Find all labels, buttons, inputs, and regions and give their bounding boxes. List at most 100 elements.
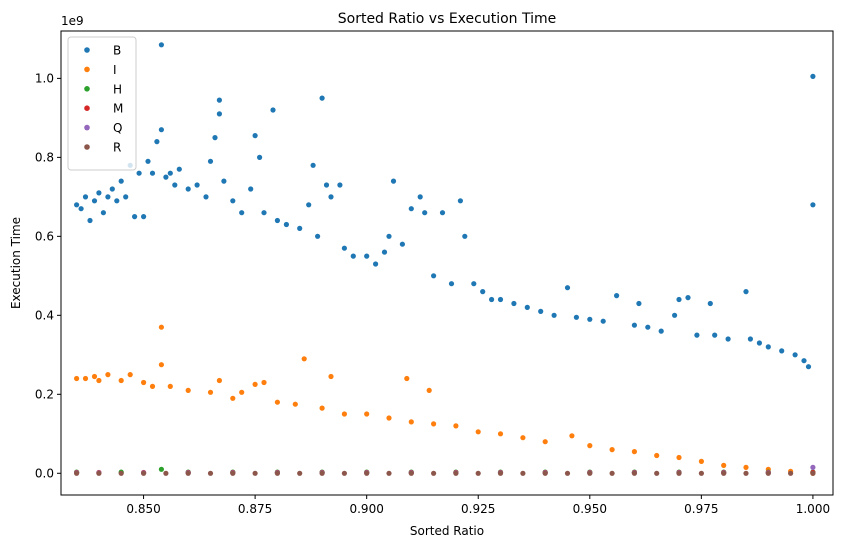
y-tick-label: 0.6 (35, 229, 54, 243)
data-point (524, 304, 530, 310)
data-point (520, 470, 526, 476)
data-point (328, 194, 334, 200)
legend-marker (84, 144, 90, 150)
data-point (118, 178, 124, 184)
data-point (694, 332, 700, 338)
data-point (801, 358, 807, 364)
data-point (564, 470, 571, 476)
data-point (489, 296, 495, 303)
series-B (74, 42, 816, 370)
data-point (792, 352, 798, 358)
data-point (698, 458, 705, 464)
data-point (100, 210, 106, 216)
points-layer (74, 42, 816, 476)
data-point (203, 194, 209, 200)
data-point (645, 324, 651, 330)
data-point (672, 312, 678, 318)
data-point (685, 295, 691, 301)
y-tick-label: 0.0 (35, 466, 54, 480)
data-point (136, 170, 142, 176)
data-point (810, 464, 816, 470)
data-point (609, 470, 615, 476)
series-R (74, 470, 816, 476)
data-point (475, 470, 481, 476)
data-point (185, 186, 191, 192)
data-point (600, 318, 606, 324)
data-point (462, 233, 468, 239)
data-point (167, 170, 173, 176)
legend-label: H (113, 82, 122, 96)
data-point (91, 373, 98, 380)
data-point (721, 462, 727, 468)
data-point (216, 111, 222, 117)
data-point (96, 190, 102, 196)
data-point (158, 127, 164, 133)
y-tick-label: 1.0 (35, 71, 54, 85)
legend-marker (84, 124, 90, 131)
data-point (765, 470, 771, 476)
data-point (154, 139, 160, 145)
data-point (207, 158, 214, 164)
x-tick-label: 0.925 (461, 502, 495, 516)
data-point (756, 340, 763, 346)
data-point (439, 210, 446, 216)
data-point (319, 95, 325, 101)
data-point (707, 300, 713, 307)
data-point (551, 312, 557, 318)
data-point (118, 377, 124, 384)
legend-marker (84, 86, 90, 92)
data-point (631, 449, 638, 455)
data-point (364, 470, 370, 476)
data-point (431, 273, 437, 279)
x-tick-label: 0.975 (684, 502, 718, 516)
legend-box (67, 36, 137, 171)
data-point (149, 170, 156, 176)
data-point (261, 379, 267, 386)
data-point (542, 439, 548, 445)
data-point (480, 289, 486, 295)
data-point (341, 411, 347, 417)
data-point (676, 454, 682, 461)
data-point (105, 194, 111, 200)
data-point (252, 470, 258, 476)
data-point (274, 399, 280, 405)
data-point (123, 194, 129, 200)
data-point (805, 364, 812, 370)
data-point (310, 162, 316, 168)
data-point (538, 308, 544, 314)
data-point (497, 431, 504, 437)
data-point (319, 405, 325, 411)
data-point (141, 379, 147, 386)
data-point (399, 241, 405, 247)
data-point (471, 281, 477, 287)
data-point (158, 324, 164, 330)
data-point (587, 470, 593, 476)
data-point (658, 328, 664, 334)
x-tick-label: 1.000 (796, 502, 830, 516)
data-point (185, 387, 191, 393)
data-point (453, 423, 459, 429)
data-point (252, 381, 258, 387)
data-point (252, 133, 258, 139)
data-point (587, 443, 593, 449)
data-point (257, 154, 263, 160)
data-point (765, 344, 771, 350)
y-tick-label: 0.2 (35, 387, 54, 401)
data-point (417, 194, 423, 200)
data-point (743, 464, 749, 470)
data-point (78, 206, 84, 212)
data-point (87, 217, 93, 224)
y-offset-text: 1e9 (61, 14, 84, 28)
data-point (631, 470, 638, 476)
legend-marker (84, 66, 90, 73)
data-point (614, 293, 620, 299)
data-point (172, 182, 178, 188)
data-point (475, 429, 481, 435)
data-point (698, 470, 705, 476)
x-tick-label: 0.850 (126, 502, 160, 516)
data-point (167, 383, 173, 389)
data-point (118, 470, 124, 476)
data-point (497, 296, 504, 303)
y-tick-label: 0.8 (35, 150, 54, 164)
